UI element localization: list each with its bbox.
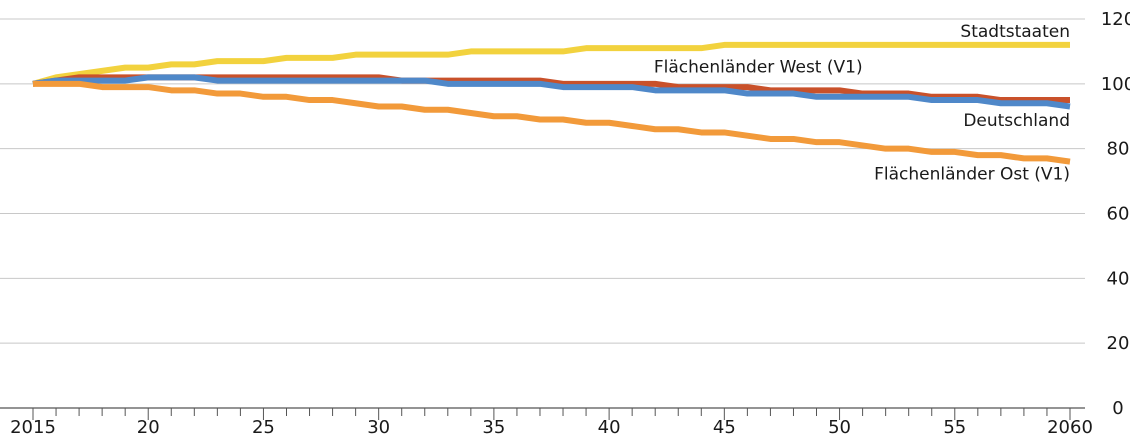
y-tick-label-40: 40 <box>1107 268 1130 289</box>
x-tick-label-2030: 30 <box>367 417 390 438</box>
y-tick-label-60: 60 <box>1107 204 1130 225</box>
x-tick-label-2050: 50 <box>828 417 851 438</box>
x-tick-label-2035: 35 <box>482 417 505 438</box>
series-line-3 <box>32 74 1071 110</box>
y-tick-label-0: 0 <box>1112 398 1123 419</box>
series-line-4 <box>33 80 1071 165</box>
series-label-3: Deutschland <box>963 111 1070 131</box>
series-label-2: Flächenländer West (V1) <box>654 57 863 77</box>
series-lines <box>32 41 1071 165</box>
x-tick-label-2055: 55 <box>943 417 966 438</box>
x-tick-label-2045: 45 <box>713 417 736 438</box>
y-tick-label-80: 80 <box>1107 139 1130 160</box>
y-tick-labels: 0 20 40 60 80 100 120 <box>1101 9 1130 419</box>
x-axis <box>0 407 1085 420</box>
series-labels: Stadtstaaten Flächenländer West (V1) Deuts… <box>654 22 1070 185</box>
x-tick-labels: 2015 20 25 30 35 40 45 50 55 2060 <box>10 417 1093 438</box>
x-tick-label-2020: 20 <box>137 417 160 438</box>
x-tick-label-2040: 40 <box>598 417 621 438</box>
y-tick-label-120: 120 <box>1101 9 1130 30</box>
x-tick-label-2060: 2060 <box>1047 417 1093 438</box>
series-label-4: Flächenländer Ost (V1) <box>874 164 1070 184</box>
series-line-1 <box>32 41 1070 87</box>
y-tick-label-100: 100 <box>1101 74 1130 95</box>
y-tick-label-20: 20 <box>1107 333 1130 354</box>
series-label-1: Stadtstaaten <box>960 22 1070 42</box>
x-tick-label-2015: 2015 <box>10 417 56 438</box>
x-tick-label-2025: 25 <box>252 417 275 438</box>
